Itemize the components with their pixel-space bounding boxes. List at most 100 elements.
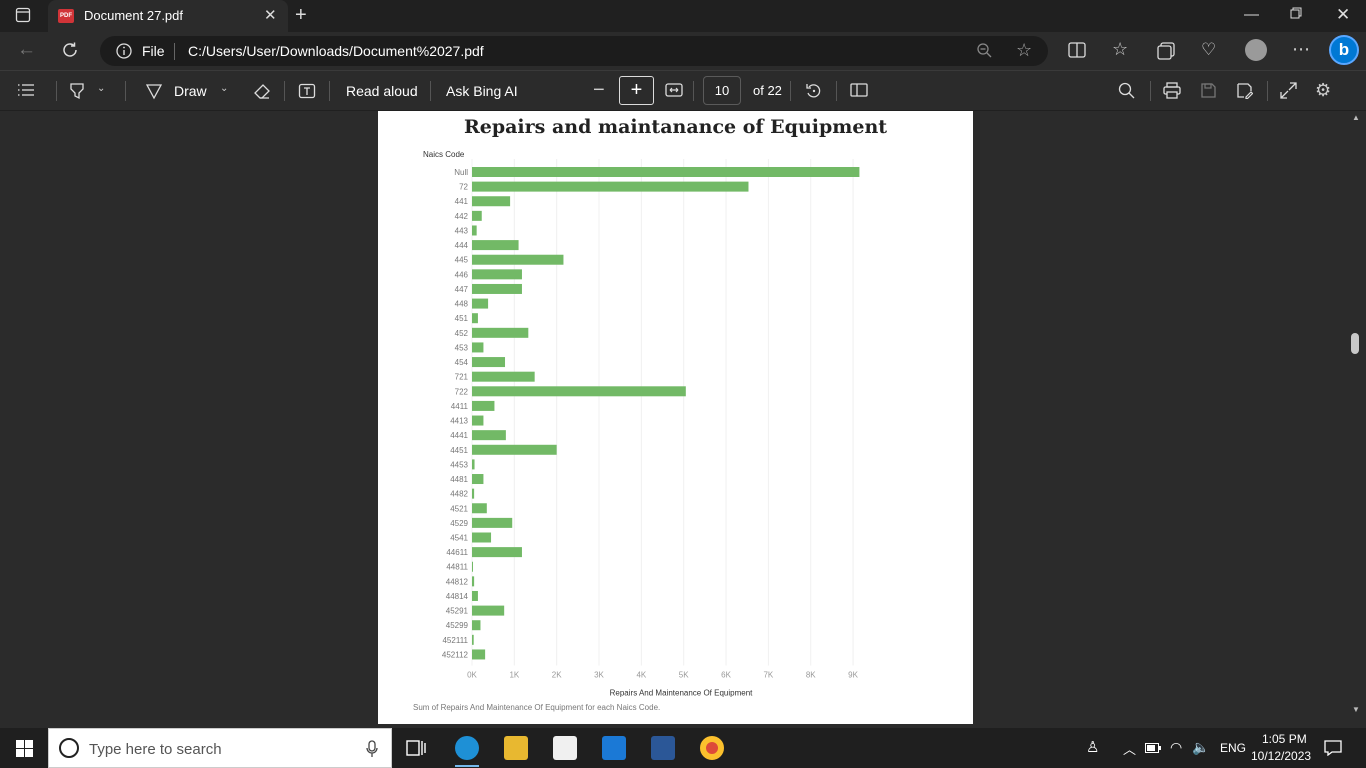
mail-app-icon[interactable] [602,736,626,760]
save-icon[interactable] [1200,82,1217,104]
collections-icon[interactable] [1157,42,1175,65]
profile-avatar[interactable] [1245,39,1267,61]
x-axis-title: Repairs And Maintenance Of Equipment [610,688,754,697]
print-icon[interactable] [1163,82,1181,104]
zoom-in-button[interactable]: + [619,76,654,105]
pdf-viewer[interactable]: Repairs and maintanance of Equipment 0K 1… [0,111,1366,724]
favorite-star-icon[interactable]: ☆ [1016,40,1033,60]
y-tick-label: 4411 [451,402,469,411]
edge-app-icon[interactable] [455,736,479,760]
contents-icon[interactable] [17,82,35,103]
bar [472,225,477,236]
x-tick-label: 1K [509,670,519,679]
bar [472,620,481,631]
y-tick-label: 45291 [446,607,469,616]
notifications-icon[interactable] [1324,740,1342,761]
zoom-out-icon[interactable] [976,42,992,63]
volume-icon[interactable]: 🔈 [1192,739,1210,755]
battery-icon[interactable] [1145,742,1161,756]
clock-time[interactable]: 1:05 PM [1262,732,1307,746]
settings-gear-icon[interactable]: ⚙ [1315,80,1332,100]
scroll-up-arrow[interactable]: ▲ [1352,113,1360,122]
minimize-icon[interactable]: — [1244,6,1259,23]
text-box-icon[interactable] [298,82,316,105]
draw-icon[interactable] [145,82,163,105]
close-tab-icon[interactable]: ✕ [264,7,277,24]
word-app-icon[interactable] [651,736,675,760]
show-hidden-icons-chevron[interactable]: ︿ [1123,742,1137,757]
microphone-icon[interactable] [366,740,378,763]
split-screen-icon[interactable] [1068,42,1086,63]
favorites-icon[interactable]: ☆ [1112,39,1129,59]
restore-icon[interactable] [1290,6,1302,23]
refresh-icon[interactable] [61,41,79,64]
scroll-down-arrow[interactable]: ▼ [1352,705,1360,714]
read-aloud-button[interactable]: Read aloud [346,83,418,99]
page-view-icon[interactable] [850,82,868,103]
y-tick-label: 4441 [450,431,468,440]
bar [472,342,484,353]
file-explorer-icon[interactable] [504,736,528,760]
toolbar-separator [790,81,791,101]
copilot-icon[interactable]: b [1329,35,1359,65]
toolbar-separator [329,81,330,101]
bar [472,371,535,382]
scrollbar-thumb[interactable] [1351,333,1359,354]
y-tick-label: 4453 [450,460,468,469]
y-tick-label: 441 [455,197,469,206]
rotate-icon[interactable] [805,82,823,105]
y-tick-label: 4541 [450,534,468,543]
y-tick-label: 44811 [446,563,468,572]
address-bar-row: ← File C:/Users/User/Downloads/Document%… [0,32,1366,70]
address-url[interactable]: C:/Users/User/Downloads/Document%2027.pd… [188,43,484,59]
search-circle-icon [59,738,79,758]
page-number-input[interactable]: 10 [703,76,741,105]
new-tab-icon[interactable]: + [295,4,307,26]
info-icon[interactable] [116,43,132,64]
close-window-icon[interactable]: ✕ [1336,5,1351,24]
bar [472,269,522,280]
save-as-icon[interactable] [1236,82,1254,104]
task-view-icon[interactable] [406,739,426,762]
draw-button[interactable]: Draw [174,83,207,99]
eraser-icon[interactable] [253,82,271,105]
microsoft-store-icon[interactable] [553,736,577,760]
browser-tab[interactable]: PDF Document 27.pdf ✕ [48,0,288,32]
address-divider [174,43,175,60]
back-icon[interactable]: ← [17,39,36,60]
clock-date[interactable]: 10/12/2023 [1251,749,1312,763]
x-tick-label: 3K [594,670,604,679]
people-icon[interactable]: ♙ [1086,739,1100,756]
more-options-icon[interactable]: ⋯ [1292,39,1310,59]
pdf-page: Repairs and maintanance of Equipment 0K 1… [378,111,973,724]
ask-bing-button[interactable]: Ask Bing AI [446,83,518,99]
y-tick-label: 448 [455,300,469,309]
address-field[interactable]: File C:/Users/User/Downloads/Document%20… [100,36,1048,66]
taskbar-search[interactable]: Type here to search [48,728,392,768]
browser-essentials-icon[interactable]: ♡ [1201,40,1217,59]
bar-chart: 0K 1K 2K 3K 4K 5K 6K 7K 8K 9K Naics Code Null 72 441 4… [423,150,860,697]
chrome-app-icon[interactable] [700,736,724,760]
windows-start-icon[interactable] [16,740,33,762]
bar [472,415,484,426]
viewer-bottom-strip [0,724,1366,728]
x-tick-label: 8K [806,670,816,679]
bar [472,240,519,251]
vertical-scrollbar[interactable]: ▲ ▼ [1347,111,1366,724]
bar [472,327,529,338]
zoom-out-button[interactable]: − [593,79,605,101]
y-tick-label: 447 [455,285,469,294]
fullscreen-icon[interactable] [1280,82,1297,104]
tab-actions-icon[interactable] [14,7,32,25]
highlight-icon[interactable] [68,82,86,105]
input-language[interactable]: ENG [1220,741,1247,755]
fit-width-icon[interactable] [665,82,683,103]
y-tick-label: Null [454,168,468,177]
chevron-down-icon[interactable]: ⌄ [220,83,229,94]
taskbar-search-placeholder: Type here to search [89,741,222,758]
chevron-down-icon[interactable]: ⌄ [97,83,106,94]
search-icon[interactable] [1118,82,1135,104]
bar [472,357,506,368]
wifi-icon[interactable]: ◠ [1170,739,1183,755]
bar [472,386,686,397]
